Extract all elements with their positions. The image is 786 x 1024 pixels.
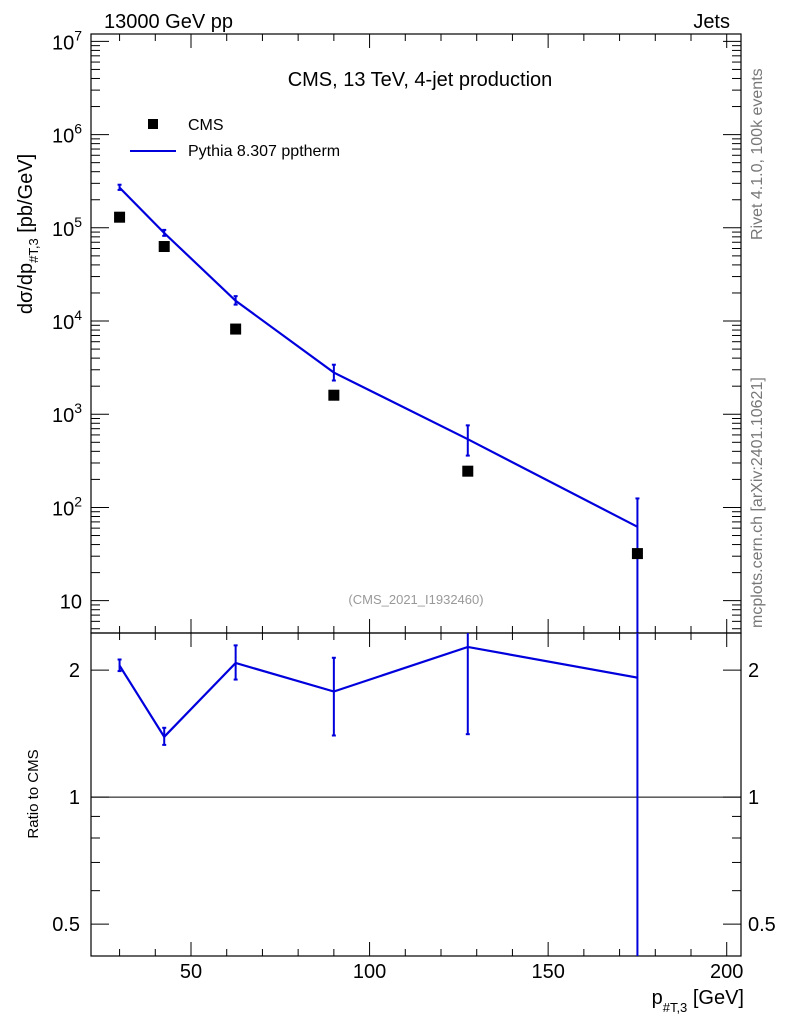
- y-tick-label: 103: [52, 400, 82, 427]
- main-plot-series: [114, 183, 643, 633]
- y-tick-label: 105: [52, 214, 82, 241]
- ratio-y-tick-label-left: 2: [69, 660, 80, 682]
- main-plot-y-axis-label: dσ/dp#T,3 [pb/GeV]: [15, 154, 41, 314]
- main-plot-ticks: [91, 34, 741, 633]
- cms-data-point: [462, 465, 474, 477]
- cms-data-point: [114, 211, 126, 223]
- legend-label-pythia: Pythia 8.307 pptherm: [188, 143, 340, 160]
- legend: CMS Pythia 8.307 pptherm: [130, 117, 340, 160]
- ratio-plot-panel: 50 100 150 200 0.5 0.5 1 1 2 2 Ratio to CMS p#T,3…: [25, 632, 776, 1015]
- x-tick-label: 50: [180, 961, 202, 983]
- x-tick-label: 200: [710, 961, 743, 983]
- main-plot-y-tick-labels: 10 102 103 104 105 106 107: [52, 27, 82, 613]
- y-tick-label: 104: [52, 307, 82, 334]
- ratio-y-tick-label-right: 2: [748, 660, 759, 682]
- y-tick-label: 106: [52, 121, 82, 148]
- main-plot-panel: 10 102 103 104 105 106 107 CMS, 13 TeV, 4-jet …: [15, 27, 742, 634]
- mcplots-label: mcplots.cern.ch [arXiv:2401.10621]: [749, 377, 766, 628]
- header-left-label: 13000 GeV pp: [104, 11, 233, 33]
- ratio-plot-frame: [90, 632, 742, 957]
- ratio-y-tick-label-right: 1: [748, 787, 759, 809]
- ratio-y-tick-label-left: 0.5: [52, 914, 80, 936]
- rivet-info-label: Rivet 4.1.0, 100k events: [749, 68, 766, 240]
- x-axis-label: p#T,3 [GeV]: [652, 987, 744, 1015]
- header-right-label: Jets: [693, 11, 730, 33]
- legend-marker-cms: [148, 119, 158, 129]
- y-tick-label: 107: [52, 27, 82, 54]
- ratio-plot-ticks: [91, 633, 741, 956]
- main-plot-title: CMS, 13 TeV, 4-jet production: [288, 69, 553, 91]
- y-tick-label: 10: [60, 592, 82, 614]
- ratio-plot-y-axis-label: Ratio to CMS: [25, 749, 42, 838]
- ratio-plot-series: [117, 633, 639, 956]
- y-tick-label: 102: [52, 493, 82, 520]
- x-tick-label: 100: [353, 961, 386, 983]
- cms-data-point: [158, 241, 170, 253]
- cms-data-point: [631, 548, 643, 560]
- ratio-plot-tick-labels: 50 100 150 200 0.5 0.5 1 1 2 2: [52, 660, 776, 983]
- ratio-series-line: [118, 645, 638, 739]
- ratio-y-tick-label-left: 1: [69, 787, 80, 809]
- ratio-y-tick-label-right: 0.5: [748, 914, 776, 936]
- cms-data-point: [230, 323, 242, 335]
- x-tick-label: 150: [531, 961, 564, 983]
- pythia-series-line: [118, 186, 638, 528]
- cms-data-point: [328, 389, 340, 401]
- analysis-id-label: (CMS_2021_I1932460): [348, 592, 483, 607]
- legend-label-cms: CMS: [188, 117, 224, 134]
